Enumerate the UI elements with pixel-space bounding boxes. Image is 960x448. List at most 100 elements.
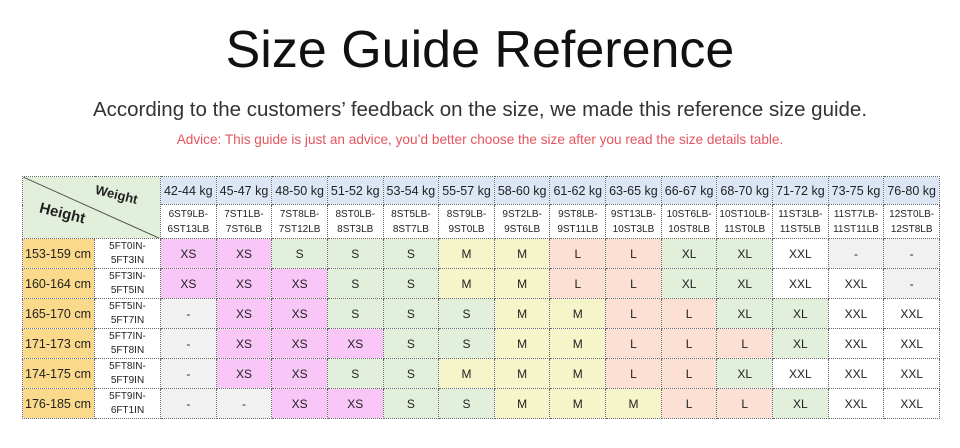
- size-cell: S: [382, 298, 440, 329]
- size-cell: XL: [660, 238, 718, 269]
- weight-st-line: 8ST7LB: [392, 223, 429, 235]
- size-table: Weight Height 42-44 kg 45-47 kg 48-50 kg 51…: [22, 176, 940, 419]
- height-ft-cell: 5FT3IN- 5FT5IN: [94, 268, 161, 299]
- weight-st-line: 10ST10LB-: [719, 208, 771, 220]
- weight-kg-header: 42-44 kg: [160, 176, 217, 205]
- size-cell: XS: [271, 388, 328, 419]
- size-cell: XS: [271, 298, 328, 329]
- weight-kg-header: 55-57 kg: [438, 176, 495, 205]
- height-ft-line: 5FT9IN: [110, 374, 145, 386]
- subtitle: According to the customers’ feedback on …: [92, 98, 868, 121]
- height-cm-cell: 153-159 cm: [22, 238, 95, 269]
- size-cell: L: [660, 328, 718, 359]
- size-cell: XXL: [827, 328, 885, 359]
- diagonal-divider: [23, 177, 159, 238]
- height-ft-line: 5FT9IN-: [109, 390, 146, 402]
- weight-st-row: 6ST9LB- 6ST13LB 7ST1LB- 7ST6LB 7ST8LB- 7ST12L…: [23, 204, 940, 239]
- size-cell: S: [382, 358, 440, 389]
- height-cm-cell: 176-185 cm: [22, 388, 95, 419]
- height-cm-cell: 165-170 cm: [22, 298, 95, 329]
- weight-kg-header: 53-54 kg: [382, 176, 440, 205]
- size-cell: -: [160, 358, 217, 389]
- weight-st-line: 8ST3LB: [337, 223, 374, 235]
- size-cell: XL: [716, 268, 774, 299]
- size-cell: XL: [716, 358, 774, 389]
- weight-st-line: 10ST8LB: [668, 223, 710, 235]
- size-cell: L: [605, 298, 662, 329]
- size-cell: XL: [716, 298, 774, 329]
- weight-st-line: 8ST9LB-: [446, 208, 487, 220]
- size-cell: -: [215, 388, 273, 419]
- weight-kg-header: 71-72 kg: [772, 176, 829, 205]
- weight-st-header: 8ST0LB- 8ST3LB: [326, 204, 384, 239]
- size-cell: M: [549, 298, 607, 329]
- height-cm-cell: 174-175 cm: [22, 358, 95, 389]
- size-cell: XS: [160, 238, 217, 269]
- weight-kg-header: 58-60 kg: [493, 176, 551, 205]
- weight-st-line: 10ST3LB: [612, 223, 655, 235]
- weight-st-line: 9ST8LB-: [558, 208, 598, 220]
- height-ft-line: 5FT8IN: [110, 344, 145, 356]
- size-cell: M: [605, 388, 662, 419]
- corner-header: Weight Height: [22, 176, 161, 239]
- weight-st-header: 9ST8LB- 9ST11LB: [549, 204, 607, 239]
- weight-st-line: 7ST1LB-: [224, 208, 264, 220]
- advice-text: Advice: This guide is just an advice, yo…: [176, 132, 784, 147]
- size-cell: XXL: [827, 298, 885, 329]
- size-cell: S: [382, 328, 440, 359]
- weight-st-line: 11ST5LB: [779, 223, 821, 235]
- size-cell: XS: [215, 328, 273, 359]
- weight-st-line: 6ST13LB: [167, 223, 210, 235]
- height-ft-line: 5FT5IN-: [109, 300, 146, 312]
- weight-st-line: 11ST7LB-: [833, 208, 879, 220]
- weight-st-header: 10ST10LB- 11ST0LB: [716, 204, 774, 239]
- height-ft-line: 5FT7IN-: [109, 330, 146, 342]
- size-cell: XL: [772, 328, 829, 359]
- page-title: Size Guide Reference: [225, 21, 735, 79]
- size-cell: M: [549, 328, 607, 359]
- weight-kg-header: 48-50 kg: [271, 176, 328, 205]
- size-cell: M: [438, 358, 495, 389]
- height-ft-cell: 5FT0IN- 5FT3IN: [94, 238, 161, 269]
- height-ft-line: 5FT7IN: [110, 314, 145, 326]
- weight-st-header: 8ST9LB- 9ST0LB: [438, 204, 495, 239]
- weight-st-line: 9ST13LB-: [610, 208, 656, 220]
- size-cell: S: [326, 298, 384, 329]
- size-cell: S: [382, 388, 440, 419]
- height-ft-cell: 5FT9IN- 6FT1IN: [94, 388, 161, 419]
- weight-st-line: 9ST2LB-: [502, 208, 542, 220]
- size-cell: XS: [215, 238, 273, 269]
- size-cell: L: [605, 268, 662, 299]
- weight-st-line: 9ST6LB: [504, 223, 541, 235]
- size-cell: M: [438, 268, 495, 299]
- size-cell: M: [493, 388, 551, 419]
- size-cell: XS: [215, 298, 273, 329]
- size-cell: L: [549, 268, 607, 299]
- size-cell: -: [160, 328, 217, 359]
- weight-kg-header: 66-67 kg: [660, 176, 718, 205]
- size-cell: XXL: [772, 268, 829, 299]
- size-cell: L: [605, 238, 662, 269]
- weight-kg-header: 76-80 kg: [883, 176, 940, 205]
- size-cell: M: [549, 358, 607, 389]
- size-cell: L: [660, 388, 718, 419]
- weight-st-header: 11ST7LB- 11ST11LB: [827, 204, 885, 239]
- height-ft-line: 6FT1IN: [110, 404, 145, 416]
- weight-st-line: 8ST0LB-: [335, 208, 375, 220]
- size-cell: S: [382, 268, 440, 299]
- size-cell: M: [549, 388, 607, 419]
- weight-kg-header: 63-65 kg: [605, 176, 662, 205]
- weight-st-header: 8ST5LB- 8ST7LB: [382, 204, 440, 239]
- size-cell: M: [493, 298, 551, 329]
- size-cell: XS: [215, 358, 273, 389]
- weight-st-header: 6ST9LB- 6ST13LB: [160, 204, 217, 239]
- size-cell: XXL: [883, 298, 940, 329]
- size-cell: XXL: [883, 328, 940, 359]
- size-cell: M: [493, 268, 551, 299]
- weight-kg-header: 73-75 kg: [827, 176, 885, 205]
- table-row: 153-159 cm 5FT0IN- 5FT3IN XS XS S S S M M L L XL XL XX…: [22, 238, 940, 269]
- table-row: 160-164 cm 5FT3IN- 5FT5IN XS XS XS S S M M L L XL XL X…: [22, 268, 940, 299]
- weight-st-line: 7ST8LB-: [279, 208, 320, 220]
- size-cell: M: [438, 238, 495, 269]
- weight-kg-header: 68-70 kg: [716, 176, 774, 205]
